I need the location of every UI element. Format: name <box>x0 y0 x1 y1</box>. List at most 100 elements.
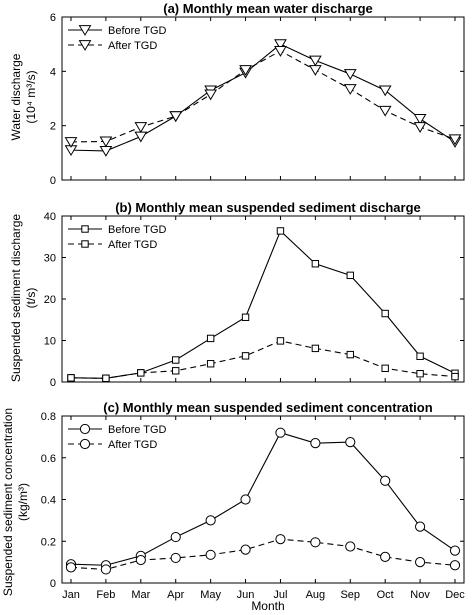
panel-a-ytick-label: 4 <box>50 66 56 78</box>
panel-b-ytick-label: 0 <box>50 377 56 389</box>
panel-c-series-1-point <box>240 494 251 505</box>
panel-c-series-2-point <box>240 544 251 555</box>
panel-a-ylabel-line2: (10⁴ m³/s) <box>24 70 38 123</box>
panel-c-xtick-label: Mar <box>131 589 150 601</box>
panel-c-series-2-point <box>170 552 181 564</box>
panel-c-ylabel-line2: (kg/m³) <box>16 483 30 521</box>
panel-b-series-1-point <box>276 227 285 235</box>
panel-c-ytick-label: 0.8 <box>41 411 56 423</box>
panel-a-series-1-point <box>308 55 322 67</box>
panel-a-legend-marker-1 <box>78 25 92 36</box>
panel-b-legend-marker-2 <box>81 240 89 248</box>
panel-c-series-2-point <box>449 560 461 571</box>
panel-c-legend-label-1: Before TGD <box>108 424 167 436</box>
panel-a-ytick-label: 0 <box>50 175 56 187</box>
panel-c-series-1-point <box>170 531 181 543</box>
panel-c-series-1-point <box>205 515 216 526</box>
panel-c-ytick-label: 0.6 <box>41 453 56 465</box>
panel-b-ytick-label: 20 <box>44 294 56 306</box>
panel-b-series-1-point <box>172 356 180 364</box>
panel-b-series-2-point <box>346 350 354 359</box>
panel-a-series-2-point <box>169 111 183 123</box>
panel-b-series-2-point <box>206 360 215 368</box>
panel-b-series-2-point <box>381 364 389 373</box>
panel-b-plot: 0 10 20 30 40 Before TGD After TGD <box>44 211 465 389</box>
panel-c-series-1-point <box>414 521 426 532</box>
panel-a-series-1-point <box>343 69 357 80</box>
panel-c-xtick-label: May <box>200 589 221 601</box>
panel-b-ytick-label: 40 <box>44 211 56 223</box>
panel-b-series-2-point <box>172 367 180 375</box>
panel-c-series-2-line <box>70 538 456 570</box>
panel-b-series-2-point <box>451 372 459 381</box>
panel-a-series-2-point <box>64 137 78 148</box>
panel-a-legend-marker-2 <box>78 40 92 51</box>
panel-c-xtick-label: Jun <box>237 589 255 601</box>
panel-c-xtick-label: Sep <box>340 589 360 601</box>
panel-c-series-2-point <box>205 549 216 560</box>
panel-c-series-1-line <box>70 432 456 566</box>
panel-c-legend-label-2: After TGD <box>108 439 157 451</box>
panel-b-ylabel: Suspended sediment discharge (t/s) <box>9 214 38 382</box>
panel-c-xtick-label: Dec <box>445 589 465 601</box>
panel-a-series-1-line <box>70 43 456 152</box>
panel-c-series-2-point <box>310 537 321 548</box>
panel-c-series-2-point <box>65 562 77 573</box>
panel-b-legend-label-1: Before TGD <box>108 224 167 236</box>
panel-a-ylabel-line1: Water discharge <box>9 53 23 140</box>
panel-a-series-2-line <box>70 50 456 143</box>
panel-c-series-1-point <box>380 475 391 486</box>
panel-c-ylabel: Suspended sediment concentration (kg/m³) <box>1 408 30 596</box>
panel-a-axes-frame <box>61 16 465 181</box>
panel-c-ytick-label: 0.2 <box>41 536 56 548</box>
panel-b-title: (b) Monthly mean suspended sediment disc… <box>115 200 421 215</box>
panel-b-series-2-point <box>67 374 75 382</box>
panel-a-series-2-point <box>274 46 287 57</box>
panel-b-legend-marker-1 <box>81 225 89 233</box>
panel-b-series-2-point <box>102 374 110 382</box>
panel-c-ylabel-line1: Suspended sediment concentration <box>1 408 15 596</box>
panel-b-series-2-point <box>276 337 285 345</box>
panel-b-ytick-label: 10 <box>44 336 56 348</box>
panel-a-series-1-point <box>274 39 287 51</box>
panel-c-xlabel: Month <box>251 599 284 613</box>
panel-a-series-2-point <box>413 122 427 133</box>
panel-a-series-1-point <box>378 85 392 97</box>
panel-c-series-2-point <box>414 557 426 568</box>
panel-b-series-2-point <box>241 352 250 360</box>
panel-a-series-2-point <box>204 89 218 101</box>
panel-c-series-2-point <box>345 541 356 552</box>
panel-c-series-2-point <box>380 551 391 563</box>
panel-a-ylabel: Water discharge (10⁴ m³/s) <box>9 53 38 140</box>
panel-c-plot: 0 0.2 0.4 0.6 0.8 Jan Feb Mar Apr May Jun Jul Aug Sep… <box>41 411 466 601</box>
panel-c-xtick-label: Nov <box>410 589 430 601</box>
panel-a-series-2-point <box>239 65 252 76</box>
panel-c-ytick-label: 0.4 <box>41 495 56 507</box>
panel-b-series-1-point <box>416 352 424 360</box>
panel-c-series-1-point <box>345 436 356 448</box>
panel-a-legend-label-1: Before TGD <box>108 25 167 37</box>
panel-a-series-2-point <box>343 84 357 95</box>
panel-b-series-1-point <box>206 334 215 343</box>
panel-a-plot: 0 2 4 6 Before TGD After TGD <box>50 12 465 187</box>
panel-b-series-2-point <box>137 369 145 377</box>
panel-c-xtick-label: Aug <box>306 589 326 601</box>
panel-c-legend-marker-1 <box>79 423 91 435</box>
panel-c-series-1-point <box>310 438 321 449</box>
panel-c-xtick-label: Feb <box>96 589 115 601</box>
panel-b-series-2-point <box>311 344 320 353</box>
panel-c-xtick-label: Apr <box>167 589 184 601</box>
panel-c-ytick-label: 0 <box>50 578 56 590</box>
panel-c-xtick-label: Oct <box>377 589 394 601</box>
panel-a: (a) Monthly mean water discharge Water d… <box>9 1 465 187</box>
panel-a-series-2-point <box>134 122 148 133</box>
panel-c-xtick-label: Jan <box>62 589 80 601</box>
panel-b-series-2-point <box>416 370 424 378</box>
panel-c-series-1-point <box>275 427 286 438</box>
panel-b-series-1-point <box>346 271 354 280</box>
panel-a-ytick-label: 6 <box>50 12 56 24</box>
panel-c-xtick-label: Jul <box>273 589 287 601</box>
panel-c-series-2-point <box>275 534 286 545</box>
